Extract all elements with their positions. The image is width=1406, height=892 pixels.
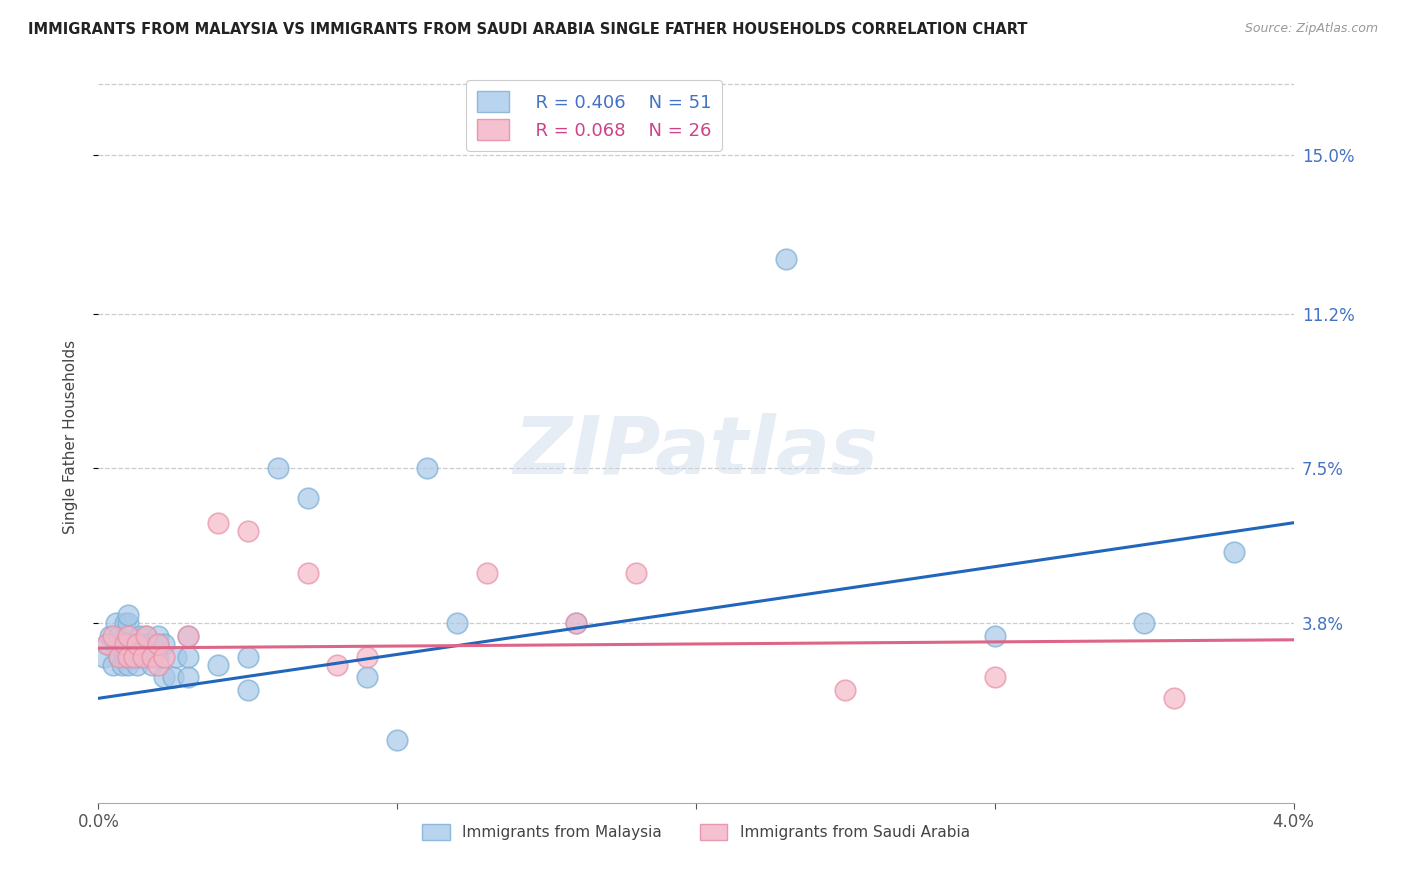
- Point: [129, 629, 152, 643]
- Point: [138, 637, 160, 651]
- Point: [132, 649, 155, 664]
- Point: [446, 616, 468, 631]
- Point: [565, 616, 588, 631]
- Point: [117, 616, 139, 631]
- Point: [127, 637, 149, 651]
- Point: [207, 516, 229, 530]
- Point: [108, 629, 131, 643]
- Point: [177, 629, 200, 643]
- Point: [127, 657, 149, 672]
- Point: [148, 629, 170, 643]
- Point: [177, 649, 200, 664]
- Text: IMMIGRANTS FROM MALAYSIA VS IMMIGRANTS FROM SAUDI ARABIA SINGLE FATHER HOUSEHOLD: IMMIGRANTS FROM MALAYSIA VS IMMIGRANTS F…: [28, 22, 1028, 37]
- Point: [416, 461, 439, 475]
- Text: ZIPatlas: ZIPatlas: [513, 413, 879, 491]
- Point: [114, 637, 136, 651]
- Point: [141, 649, 163, 664]
- Point: [775, 252, 797, 267]
- Point: [98, 629, 122, 643]
- Point: [236, 649, 259, 664]
- Point: [984, 629, 1007, 643]
- Point: [103, 629, 125, 643]
- Point: [124, 649, 146, 664]
- Point: [1133, 616, 1156, 631]
- Point: [565, 616, 588, 631]
- Text: Source: ZipAtlas.com: Source: ZipAtlas.com: [1244, 22, 1378, 36]
- Point: [103, 657, 125, 672]
- Point: [177, 629, 200, 643]
- Point: [117, 657, 139, 672]
- Point: [162, 670, 184, 684]
- Point: [117, 649, 139, 664]
- Point: [326, 657, 349, 672]
- Point: [135, 629, 157, 643]
- Point: [105, 637, 128, 651]
- Point: [114, 649, 136, 664]
- Point: [108, 649, 131, 664]
- Point: [356, 649, 378, 664]
- Point: [236, 524, 259, 538]
- Point: [114, 616, 136, 631]
- Point: [124, 637, 146, 651]
- Point: [297, 491, 319, 505]
- Point: [148, 657, 170, 672]
- Point: [267, 461, 290, 475]
- Point: [117, 637, 139, 651]
- Point: [135, 629, 157, 643]
- Point: [111, 637, 134, 651]
- Point: [117, 607, 139, 622]
- Point: [129, 649, 152, 664]
- Point: [626, 566, 648, 580]
- Point: [148, 649, 170, 664]
- Point: [165, 649, 187, 664]
- Point: [117, 629, 139, 643]
- Point: [297, 566, 319, 580]
- Point: [124, 649, 146, 664]
- Point: [148, 637, 170, 651]
- Point: [236, 682, 259, 697]
- Point: [177, 670, 200, 684]
- Point: [1223, 545, 1246, 559]
- Point: [148, 637, 170, 651]
- Point: [834, 682, 856, 697]
- Point: [105, 616, 128, 631]
- Point: [93, 649, 115, 664]
- Legend: Immigrants from Malaysia, Immigrants from Saudi Arabia: Immigrants from Malaysia, Immigrants fro…: [416, 818, 976, 847]
- Point: [475, 566, 498, 580]
- Point: [141, 657, 163, 672]
- Point: [984, 670, 1007, 684]
- Point: [108, 649, 131, 664]
- Point: [1163, 691, 1185, 706]
- Point: [117, 649, 139, 664]
- Point: [132, 637, 155, 651]
- Point: [135, 649, 157, 664]
- Point: [96, 637, 118, 651]
- Point: [111, 657, 134, 672]
- Point: [153, 649, 176, 664]
- Y-axis label: Single Father Households: Single Father Households: [63, 340, 77, 534]
- Point: [153, 637, 176, 651]
- Point: [207, 657, 229, 672]
- Point: [96, 637, 118, 651]
- Point: [385, 733, 409, 747]
- Point: [153, 670, 176, 684]
- Point: [356, 670, 378, 684]
